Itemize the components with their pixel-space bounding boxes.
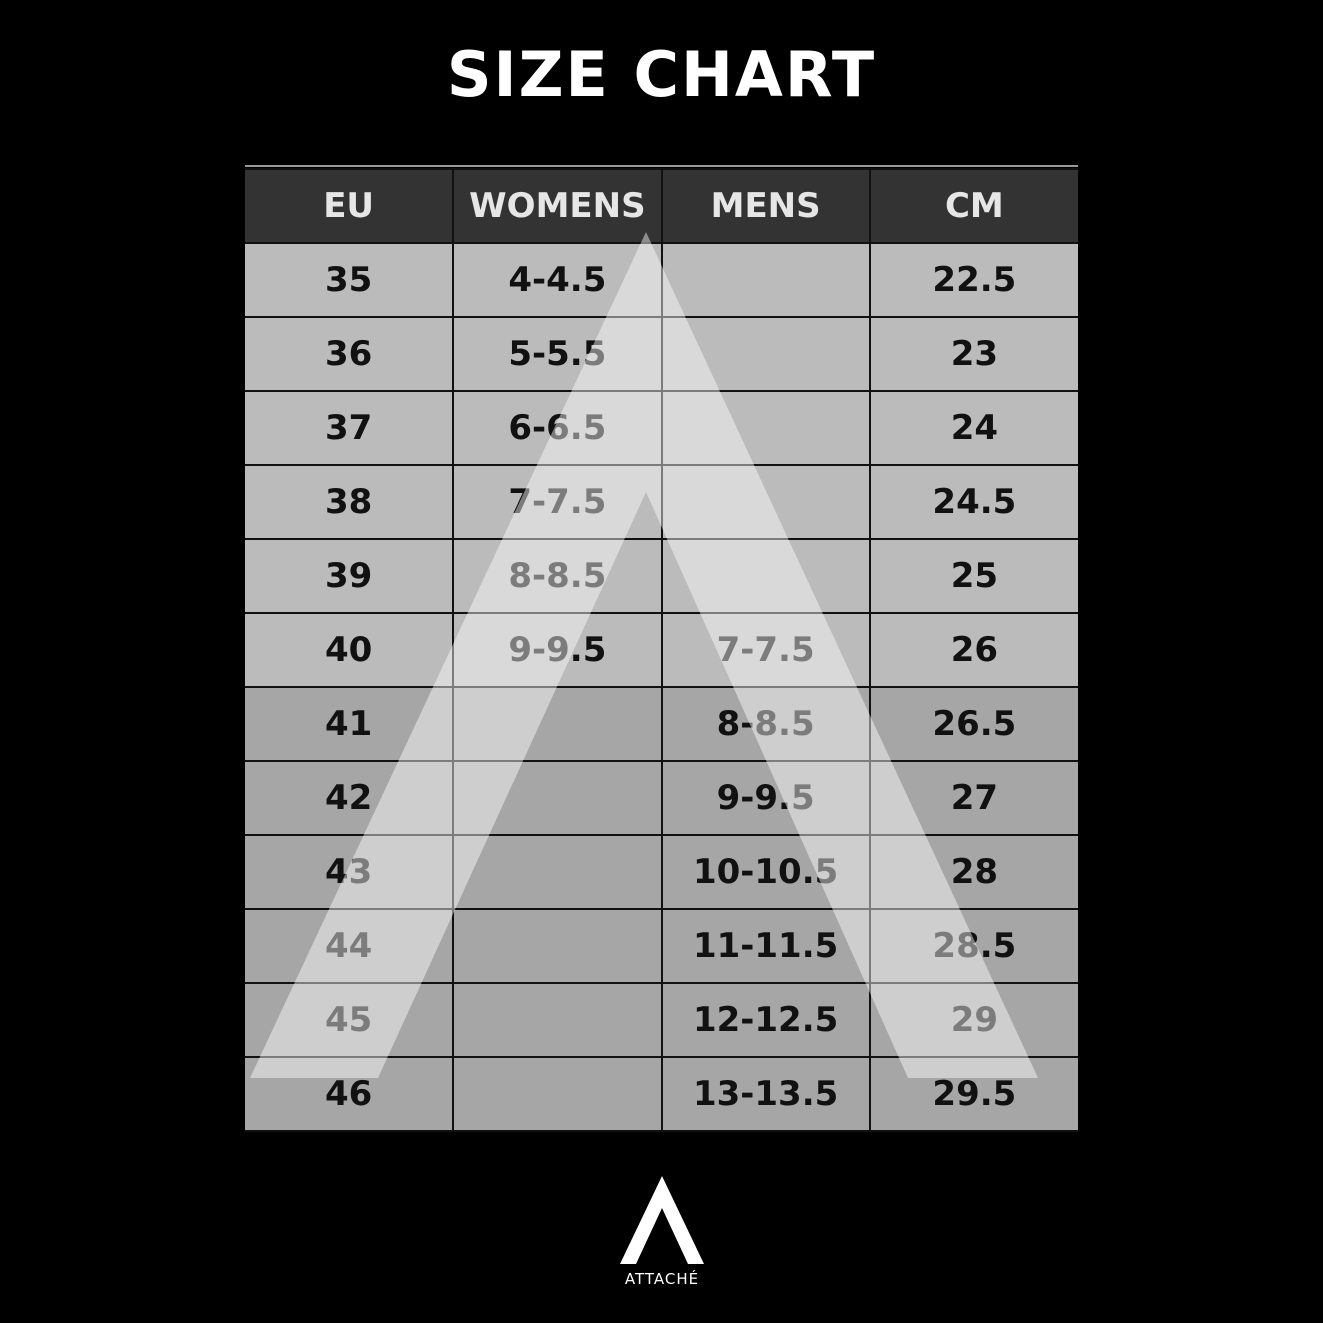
- cell-womens: [452, 760, 663, 836]
- cell-womens: [452, 908, 663, 984]
- cell-womens: 7-7.5: [452, 464, 663, 540]
- table-row: 46 13-13.5 29.5: [245, 1056, 1078, 1132]
- cell-mens: [660, 538, 871, 614]
- cell-cm: 25: [868, 538, 1078, 614]
- cell-womens: [452, 1056, 663, 1132]
- size-table: EU WOMENS MENS CM 35 4-4.5 22.5 36 5-5.5 23 37…: [245, 168, 1078, 1132]
- table-row: 45 12-12.5 29: [245, 982, 1078, 1058]
- cell-eu: 35: [245, 242, 455, 318]
- cell-mens: 7-7.5: [660, 612, 871, 688]
- table-row: 36 5-5.5 23: [245, 316, 1078, 392]
- cell-cm: 24: [868, 390, 1078, 466]
- cell-cm: 29.5: [868, 1056, 1078, 1132]
- cell-eu: 41: [245, 686, 455, 762]
- header-row: EU WOMENS MENS CM: [245, 168, 1078, 244]
- cell-cm: 27: [868, 760, 1078, 836]
- cell-eu: 38: [245, 464, 455, 540]
- cell-cm: 28.5: [868, 908, 1078, 984]
- cell-cm: 29: [868, 982, 1078, 1058]
- cell-mens: 10-10.5: [660, 834, 871, 910]
- cell-eu: 43: [245, 834, 455, 910]
- table-row: 44 11-11.5 28.5: [245, 908, 1078, 984]
- cell-womens: 8-8.5: [452, 538, 663, 614]
- attache-logo-icon: [620, 1176, 704, 1264]
- header-cm: CM: [868, 168, 1078, 244]
- cell-eu: 39: [245, 538, 455, 614]
- table-row: 42 9-9.5 27: [245, 760, 1078, 836]
- cell-womens: [452, 834, 663, 910]
- cell-eu: 40: [245, 612, 455, 688]
- cell-cm: 23: [868, 316, 1078, 392]
- cell-cm: 22.5: [868, 242, 1078, 318]
- cell-womens: [452, 686, 663, 762]
- cell-cm: 28: [868, 834, 1078, 910]
- cell-eu: 36: [245, 316, 455, 392]
- table-row: 38 7-7.5 24.5: [245, 464, 1078, 540]
- cell-eu: 44: [245, 908, 455, 984]
- cell-eu: 45: [245, 982, 455, 1058]
- table-row: 35 4-4.5 22.5: [245, 242, 1078, 318]
- cell-mens: 8-8.5: [660, 686, 871, 762]
- table-row: 43 10-10.5 28: [245, 834, 1078, 910]
- table-row: 37 6-6.5 24: [245, 390, 1078, 466]
- table-row: 39 8-8.5 25: [245, 538, 1078, 614]
- cell-cm: 24.5: [868, 464, 1078, 540]
- header-mens: MENS: [660, 168, 871, 244]
- cell-cm: 26: [868, 612, 1078, 688]
- cell-mens: 12-12.5: [660, 982, 871, 1058]
- cell-womens: 5-5.5: [452, 316, 663, 392]
- cell-womens: 6-6.5: [452, 390, 663, 466]
- cell-mens: [660, 242, 871, 318]
- cell-eu: 46: [245, 1056, 455, 1132]
- logo-text: ATTACHÉ: [624, 1270, 700, 1288]
- divider: [245, 165, 1078, 167]
- cell-cm: 26.5: [868, 686, 1078, 762]
- cell-mens: [660, 316, 871, 392]
- table-row: 40 9-9.5 7-7.5 26: [245, 612, 1078, 688]
- cell-eu: 42: [245, 760, 455, 836]
- header-eu: EU: [245, 168, 455, 244]
- cell-mens: [660, 390, 871, 466]
- header-womens: WOMENS: [452, 168, 663, 244]
- cell-womens: 4-4.5: [452, 242, 663, 318]
- cell-womens: [452, 982, 663, 1058]
- table-row: 41 8-8.5 26.5: [245, 686, 1078, 762]
- cell-eu: 37: [245, 390, 455, 466]
- cell-mens: 9-9.5: [660, 760, 871, 836]
- cell-womens: 9-9.5: [452, 612, 663, 688]
- cell-mens: 13-13.5: [660, 1056, 871, 1132]
- cell-mens: 11-11.5: [660, 908, 871, 984]
- page-title: SIZE CHART: [446, 38, 877, 111]
- cell-mens: [660, 464, 871, 540]
